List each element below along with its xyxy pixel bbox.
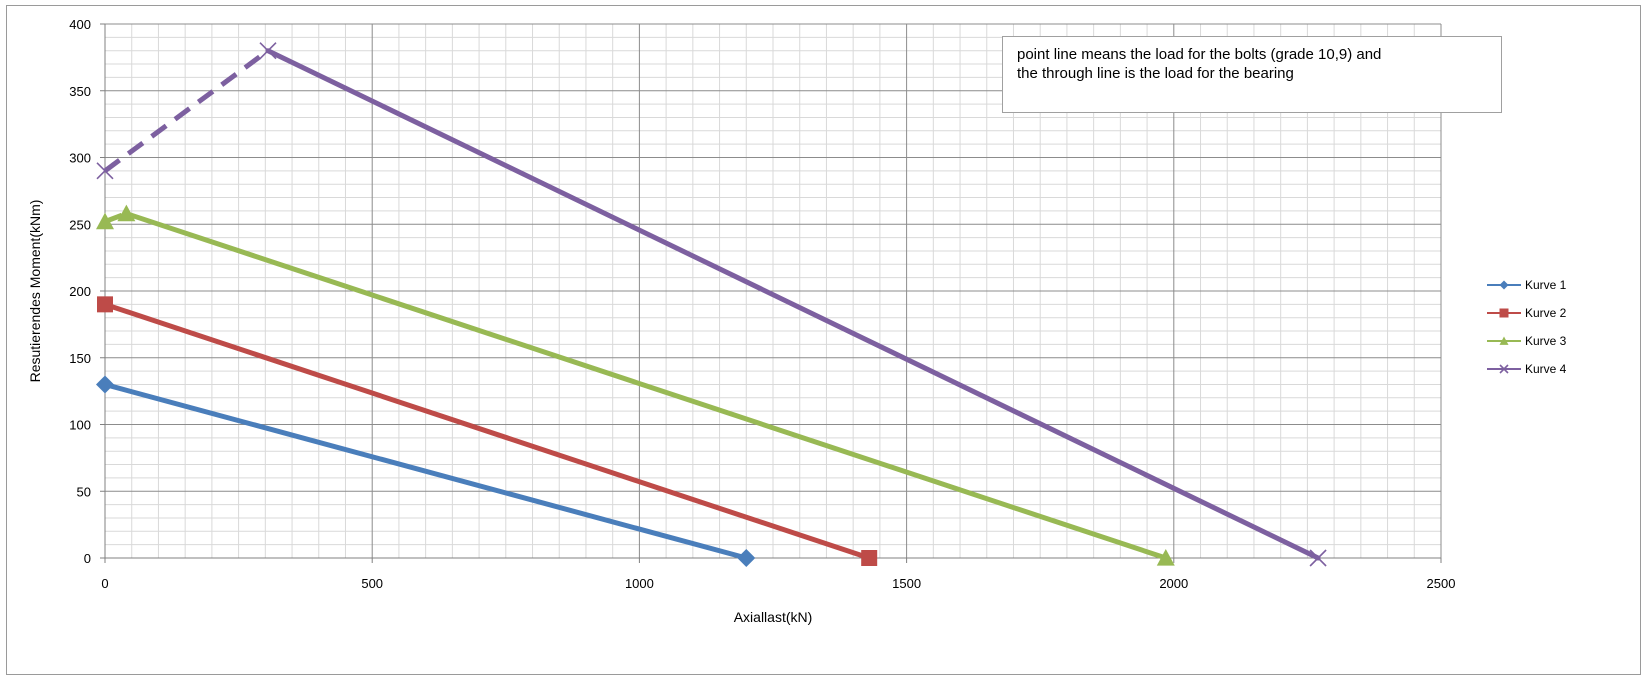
series-4-point [96, 162, 114, 180]
y-tick-label: 350 [69, 84, 91, 99]
y-tick-label: 0 [84, 551, 91, 566]
line-chart: 0 500 1000 1500 2000 2500 0 50 100 150 200 250 300 35… [27, 17, 1567, 625]
x-tick-label: 500 [361, 576, 383, 591]
x-axis-title: Axiallast(kN) [734, 609, 813, 625]
legend-marker [1499, 308, 1509, 318]
y-tick-label: 250 [69, 217, 91, 232]
series-4-point [1309, 549, 1327, 567]
legend-item: Kurve 2 [1487, 306, 1567, 320]
x-tick-label: 0 [101, 576, 108, 591]
legend-label: Kurve 1 [1525, 278, 1567, 292]
legend-label: Kurve 3 [1525, 334, 1567, 348]
series-1-point [96, 375, 114, 394]
series-3-segment [123, 211, 1169, 561]
y-tick-label: 50 [77, 484, 91, 499]
legend-marker [1499, 336, 1509, 345]
series-4-segment [265, 48, 1321, 561]
y-tick-label: 100 [69, 418, 91, 433]
annotation-line-2: the through line is the load for the bea… [1017, 65, 1294, 82]
legend-item: Kurve 3 [1487, 334, 1567, 348]
x-tick-label: 2000 [1159, 576, 1188, 591]
series-2-segment [102, 301, 872, 561]
annotation-line-1: point line means the load for the bolts … [1017, 46, 1382, 63]
y-tick-label: 200 [69, 284, 91, 299]
legend-marker [1499, 364, 1509, 374]
y-axis-title: Resutierendes Moment(kNm) [27, 200, 43, 383]
y-tick-label: 300 [69, 151, 91, 166]
series-3-point [117, 204, 136, 222]
series-3-point [1156, 549, 1175, 566]
series-2-point [97, 296, 113, 313]
series-1-segment [102, 381, 749, 561]
legend: Kurve 1 Kurve 2 Kurve 3 Kurve 4 [1487, 278, 1567, 376]
series-1-point [737, 549, 756, 567]
legend-label: Kurve 4 [1525, 362, 1567, 376]
x-tick-label: 2500 [1427, 576, 1456, 591]
legend-marker [1499, 280, 1509, 290]
annotation-box: point line means the load for the bolts … [1002, 36, 1502, 113]
x-tick-label: 1000 [625, 576, 654, 591]
y-tick-label: 400 [69, 17, 91, 32]
x-tick-label: 1500 [892, 576, 921, 591]
series-2-point [861, 550, 878, 566]
legend-item: Kurve 1 [1487, 278, 1567, 292]
y-tick-label: 150 [69, 351, 91, 366]
series-3-point [96, 212, 114, 230]
legend-item: Kurve 4 [1487, 362, 1567, 376]
chart-area: 0 500 1000 1500 2000 2500 0 50 100 150 200 250 300 35… [6, 5, 1641, 675]
legend-label: Kurve 2 [1525, 306, 1567, 320]
series-4-segment [103, 48, 270, 173]
series-4-point [259, 42, 277, 60]
